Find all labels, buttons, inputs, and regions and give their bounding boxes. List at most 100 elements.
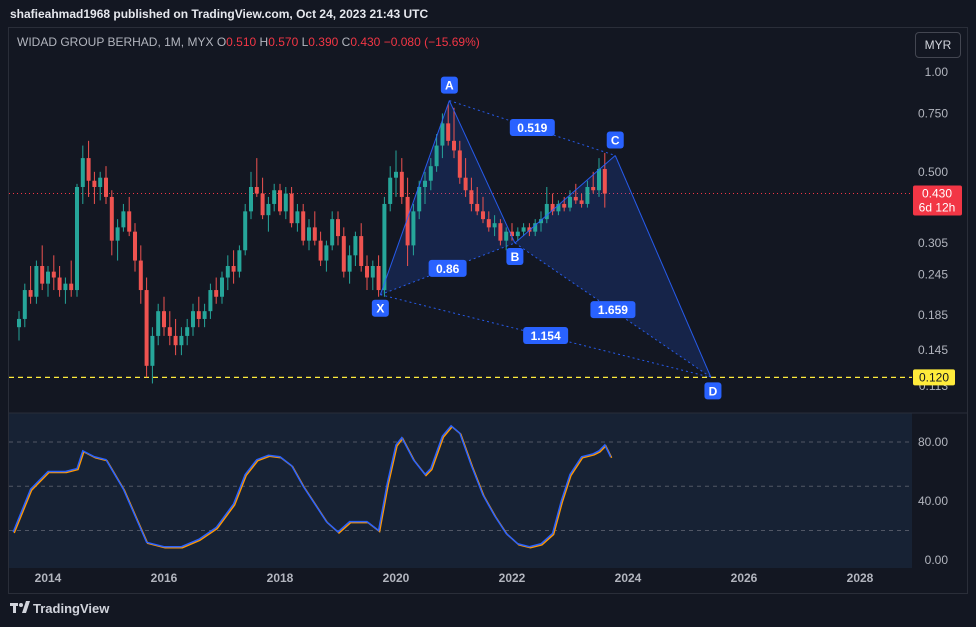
price-tick-label: 1.00 xyxy=(925,65,949,79)
symbol-legend: WIDAD GROUP BERHAD, 1M, MYX O0.510 H0.57… xyxy=(17,35,480,49)
candle-down xyxy=(28,290,33,297)
candle-up xyxy=(272,190,277,204)
candle-down xyxy=(69,283,74,291)
candle-down xyxy=(57,277,62,291)
candle-up xyxy=(185,327,190,336)
leg-cd xyxy=(614,155,712,378)
candle-up xyxy=(98,177,103,187)
chart-frame xyxy=(8,27,968,594)
rsi-tick-label: 80.00 xyxy=(918,435,948,449)
candle-down xyxy=(486,219,491,228)
target-value: 0.120 xyxy=(919,370,949,384)
leg-bc xyxy=(514,155,616,244)
candle-down xyxy=(475,203,480,212)
time-tick-label: 2024 xyxy=(615,571,642,585)
rsi-band-fill xyxy=(9,413,912,568)
ratio-label-bg xyxy=(590,301,636,319)
high-label: H xyxy=(259,35,269,49)
candle-up xyxy=(243,211,248,251)
grid xyxy=(9,193,967,414)
candle-up xyxy=(295,211,300,224)
last-price-value: 0.430 xyxy=(922,187,952,201)
candle-down xyxy=(289,193,294,224)
candle-up xyxy=(597,168,601,191)
candle-up xyxy=(347,255,352,272)
candle-down xyxy=(336,219,340,237)
candle-up xyxy=(34,265,39,297)
low-value: 0.390 xyxy=(308,35,339,49)
ratio-label-bg xyxy=(509,119,555,137)
candle-down xyxy=(86,158,91,181)
candle-up xyxy=(17,318,21,328)
candle-up xyxy=(121,211,126,228)
candle-up xyxy=(492,223,497,228)
candle-up xyxy=(283,193,288,212)
candle-up xyxy=(411,211,416,246)
candles xyxy=(17,104,607,384)
candle-down xyxy=(318,240,323,261)
candle-down xyxy=(254,186,259,194)
price-tick-label: 0.305 xyxy=(918,236,948,250)
pattern-point-a-bg xyxy=(440,76,458,94)
pattern-point-c: C xyxy=(611,134,620,148)
candle-down xyxy=(312,227,317,241)
candle-down xyxy=(481,211,485,220)
candle-up xyxy=(202,311,207,319)
candle-up xyxy=(568,196,572,208)
candle-up xyxy=(307,227,311,241)
tradingview-logo[interactable]: TradingView xyxy=(10,601,109,616)
candle-up xyxy=(394,171,398,178)
published-line: shafieahmad1968 published on TradingView… xyxy=(10,7,429,21)
candle-down xyxy=(359,236,364,266)
rsi-tick-label: 0.00 xyxy=(925,553,949,567)
candle-down xyxy=(498,223,503,241)
pattern-labels: X A B C D 0.519 0.86 1.659 1.154 xyxy=(371,76,722,400)
candle-up xyxy=(179,335,184,346)
candle-up xyxy=(75,186,79,291)
ratio-label-bg xyxy=(523,327,569,345)
axes: 1.000.7500.5000.3050.2450.1850.1450.1132… xyxy=(35,65,962,585)
candle-down xyxy=(469,190,474,204)
ratio-label: 0.519 xyxy=(517,121,547,135)
candle-up xyxy=(585,186,590,204)
price-tick-label: 0.145 xyxy=(918,343,948,357)
candle-down xyxy=(562,203,567,208)
candle-up xyxy=(115,227,120,241)
open-label: O xyxy=(216,35,227,49)
price-tick-label: 0.500 xyxy=(918,165,948,179)
leg-ab xyxy=(448,100,516,244)
change-value: −0.080 (−15.69%) xyxy=(383,35,480,49)
candle-down xyxy=(144,290,149,366)
pattern-point-x-bg xyxy=(371,299,389,317)
pattern-point-d: D xyxy=(709,384,718,398)
pattern-point-d-bg xyxy=(704,382,722,400)
xab-triangle xyxy=(380,100,515,295)
pattern-point-c-bg xyxy=(606,131,624,149)
ratio-line-ac xyxy=(449,100,616,156)
close-label: C xyxy=(341,35,351,49)
candle-up xyxy=(324,245,329,261)
candle-down xyxy=(167,327,172,336)
candle-up xyxy=(440,123,445,146)
candle-up xyxy=(533,223,538,232)
candle-up xyxy=(428,166,433,181)
time-tick-label: 2016 xyxy=(151,571,178,585)
time-tick-label: 2026 xyxy=(731,571,758,585)
candle-down xyxy=(365,265,369,278)
candle-down xyxy=(104,177,108,197)
candle-up xyxy=(382,203,387,291)
pattern-point-b-bg xyxy=(506,248,524,266)
candle-up xyxy=(330,219,335,246)
candle-down xyxy=(138,260,143,291)
bcd-triangle xyxy=(514,155,711,378)
candle-down xyxy=(278,190,282,212)
ratio-label-bg xyxy=(428,259,467,277)
rsi-pane: 80.00 40.00 0.00 xyxy=(9,424,949,567)
candle-up xyxy=(353,236,358,256)
candle-down xyxy=(133,231,137,261)
candle-down xyxy=(341,236,346,272)
candle-down xyxy=(40,265,45,284)
currency-button[interactable]: MYR xyxy=(915,32,961,58)
candle-up xyxy=(22,290,27,319)
